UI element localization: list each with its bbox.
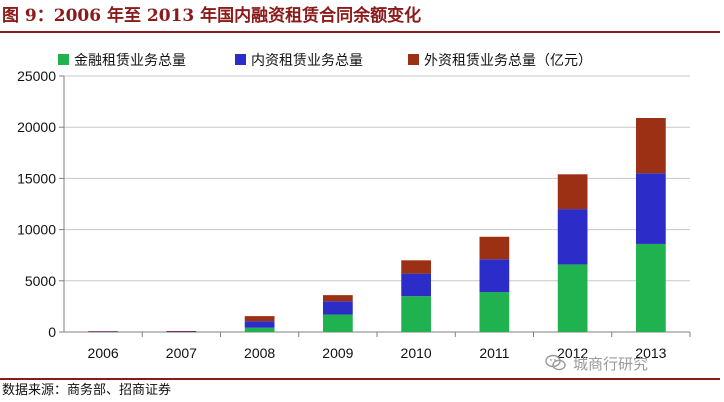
y-tick-label: 5000 <box>25 273 56 289</box>
legend-label-0: 金融租赁业务总量 <box>74 53 186 69</box>
y-tick-label: 10000 <box>17 222 56 238</box>
bar-2007-series-2 <box>166 330 197 332</box>
y-tick-label: 20000 <box>17 119 56 135</box>
bar-2008-series-1 <box>244 321 275 328</box>
bar-2013-series-1 <box>636 173 666 244</box>
bar-2010-series-1 <box>401 273 431 297</box>
x-tick-label: 2007 <box>166 345 197 361</box>
figure-title: 图 9：2006 年至 2013 年国内融资租赁合同余额变化 <box>2 6 422 26</box>
x-tick-label: 2011 <box>479 345 509 361</box>
bar-2011-series-2 <box>479 236 510 260</box>
x-tick-label: 2013 <box>635 345 666 361</box>
x-tick-label: 2008 <box>244 345 275 361</box>
legend-swatch-1 <box>235 54 246 65</box>
legend-label-1: 内资租赁业务总量 <box>251 53 363 69</box>
bar-2009-series-2 <box>323 295 353 302</box>
grid-lines <box>64 75 690 282</box>
data-source: 数据来源：商务部、招商证券 <box>2 383 172 398</box>
x-tick-label: 2009 <box>322 345 353 361</box>
axes <box>59 75 691 337</box>
source-divider <box>0 378 720 380</box>
bar-2010-series-2 <box>401 260 431 274</box>
bar-2009-series-1 <box>323 301 353 315</box>
stacked-bar-chart: 0 5000 10000 15000 20000 25000 2006 2007 2008 200… <box>17 53 691 361</box>
legend-swatch-0 <box>58 54 69 65</box>
bar-2011-series-1 <box>479 259 510 293</box>
watermark: 城商行研究 <box>545 352 648 374</box>
x-tick-label: 2010 <box>401 345 432 361</box>
bar-2012-series-2 <box>557 174 588 210</box>
bar-2009-series-0 <box>323 314 353 332</box>
y-tick-label: 25000 <box>17 68 56 84</box>
x-tick-label: 2012 <box>557 345 588 361</box>
bar-2011-series-0 <box>479 292 510 332</box>
watermark-text: 城商行研究 <box>573 354 649 373</box>
legend-swatch-2 <box>408 54 419 65</box>
y-tick-label: 0 <box>48 324 56 340</box>
bar-2008-series-2 <box>244 316 275 322</box>
bars <box>88 117 666 333</box>
bar-2012-series-0 <box>557 264 588 332</box>
wechat-icon <box>545 354 566 371</box>
bar-2013-series-0 <box>636 243 666 332</box>
title-divider <box>0 31 720 33</box>
tick-labels: 0 5000 10000 15000 20000 25000 2006 2007 2008 200… <box>17 68 667 361</box>
bar-2008-series-0 <box>244 327 275 332</box>
bar-2007-series-1 <box>166 331 197 333</box>
bar-2013-series-2 <box>636 117 666 174</box>
bar-2006-series-1 <box>88 331 118 333</box>
x-tick-label: 2006 <box>88 345 119 361</box>
y-tick-label: 15000 <box>17 170 56 186</box>
bar-2010-series-0 <box>401 296 431 332</box>
legend-label-2: 外资租赁业务总量（亿元） <box>424 53 592 69</box>
legend: 金融租赁业务总量 内资租赁业务总量 外资租赁业务总量（亿元） <box>58 53 592 69</box>
bar-2006-series-2 <box>88 331 118 332</box>
bar-2012-series-1 <box>557 209 588 265</box>
